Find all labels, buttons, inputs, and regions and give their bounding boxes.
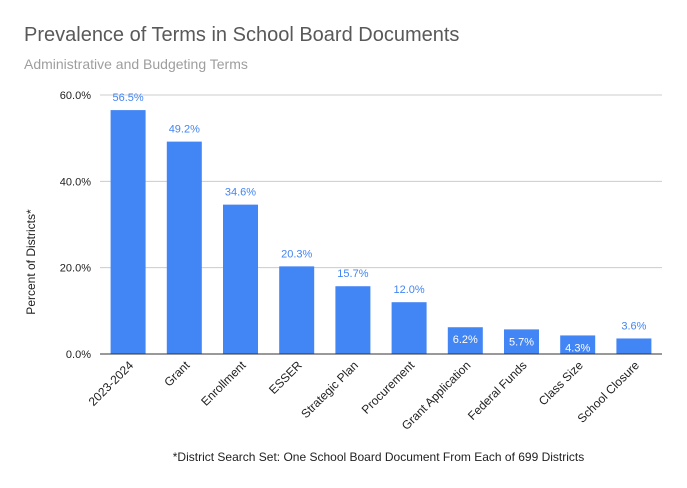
chart-title: Prevalence of Terms in School Board Docu… <box>24 24 460 46</box>
y-tick-label: 40.0% <box>60 176 91 188</box>
x-tick-label: Federal Funds <box>465 358 530 423</box>
data-label: 4.3% <box>565 342 590 354</box>
data-label: 15.7% <box>337 268 368 280</box>
bar <box>447 327 483 354</box>
y-tick-label: 60.0% <box>60 90 91 102</box>
y-tick-label: 20.0% <box>60 263 91 275</box>
bar <box>279 266 315 354</box>
data-label: 56.5% <box>112 92 143 104</box>
x-tick-label: Class Size <box>536 358 586 408</box>
data-label: 6.2% <box>453 334 478 346</box>
chart-subtitle: Administrative and Budgeting Terms <box>24 56 248 72</box>
bar <box>391 302 427 354</box>
bar <box>110 110 146 354</box>
footnote: *District Search Set: One School Board D… <box>172 450 585 464</box>
x-tick-label: Enrollment <box>198 358 249 409</box>
x-tick-label: Strategic Plan <box>298 358 361 421</box>
y-axis-label: Percent of Districts* <box>24 209 38 315</box>
x-tick-label: 2023-2024 <box>86 358 137 409</box>
bar <box>560 335 596 354</box>
data-label: 20.3% <box>281 248 312 260</box>
x-tick-label: Procurement <box>359 358 418 417</box>
bar <box>335 286 371 354</box>
data-label: 34.6% <box>225 187 256 199</box>
bar <box>166 141 202 354</box>
data-label: 5.7% <box>509 336 534 348</box>
data-labels: 56.5% 49.2% 34.6% 20.3% 15.7% 12.0% 6.2% 5.7% 4.… <box>112 92 646 354</box>
data-label: 3.6% <box>621 320 646 332</box>
bar <box>616 338 652 354</box>
data-label: 49.2% <box>169 124 200 136</box>
bars <box>110 110 652 354</box>
bar <box>504 329 539 354</box>
x-tick-label: Grant <box>161 358 193 390</box>
y-tick-label: 0.0% <box>66 349 91 361</box>
data-label: 12.0% <box>393 284 424 296</box>
bar <box>223 204 258 354</box>
x-tick-label: ESSER <box>266 358 305 397</box>
y-axis-ticks: 0.0% 20.0% 40.0% 60.0% <box>60 90 91 361</box>
